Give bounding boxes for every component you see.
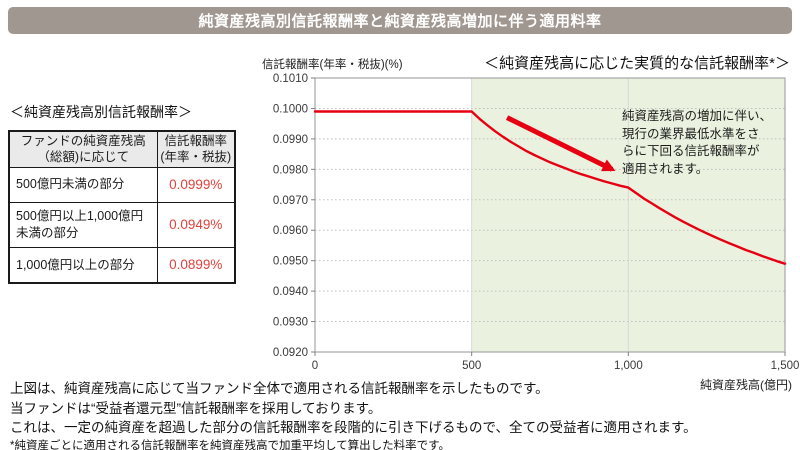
page-title-bar: 純資産残高別信託報酬率と純資産残高増加に伴う適用料率	[8, 7, 792, 34]
footer-line: これは、一定の純資産を超過した部分の信託報酬率を段階的に引き下げるもので、全ての…	[10, 420, 697, 435]
tier-label: 500億円未満の部分	[8, 166, 158, 203]
fee-table-header-label: ファンドの純資産残高 （総額)に応じて	[8, 130, 158, 168]
y-tick-label: 0.0950	[273, 256, 308, 268]
fee-table-header-row: ファンドの純資産残高 （総額)に応じて 信託報酬率 (年率・税抜)	[8, 130, 236, 168]
fee-table-header-value: 信託報酬率 (年率・税抜)	[156, 130, 236, 168]
tier-label: 1,000億円以上の部分	[8, 246, 158, 284]
tier-label: 500億円以上1,000億円 未満の部分	[8, 201, 158, 248]
table-row: 500億円以上1,000億円 未満の部分 0.0949%	[8, 201, 236, 248]
chart-annotation: 純資産残高の増加に伴い、 現行の業界最低水準をさ らに下回る信託報酬率が 適用さ…	[622, 109, 773, 176]
x-tick-label: 1,500	[771, 360, 800, 372]
footer-line: 上図は、純資産残高に応じて当ファンド全体で適用される信託報酬率を示したものです。	[10, 381, 549, 396]
chart-svg: 0.0920 0.0930 0.0940 0.0950 0.0960 0.0970 0.09…	[273, 73, 800, 372]
tier-rate: 0.0899%	[156, 246, 236, 284]
footer-notes: 上図は、純資産残高に応じて当ファンド全体で適用される信託報酬率を示したものです。…	[10, 379, 790, 450]
fee-table-title: ＜純資産残高別信託報酬率＞	[10, 104, 192, 120]
y-tick-label: 0.0940	[273, 286, 308, 298]
y-tick-label: 0.0970	[273, 195, 308, 207]
annotation-arrow	[505, 115, 616, 172]
x-tick-label: 0	[312, 360, 318, 372]
x-tick-label: 1,000	[614, 360, 643, 372]
tier-rate: 0.0999%	[156, 166, 236, 203]
tier-rate: 0.0949%	[156, 201, 236, 248]
x-axis-title: 純資産残高(億円)	[700, 378, 792, 392]
y-axis-title: 信託報酬率(年率・税抜)(%)	[262, 59, 403, 71]
page-title: 純資産残高別信託報酬率と純資産残高増加に伴う適用料率	[198, 13, 602, 30]
y-tick-label: 0.0930	[273, 317, 308, 329]
fee-rate-chart: 信託報酬率(年率・税抜)(%) ＜純資産残高に応じた実質的な信託報酬率*＞ 0.…	[255, 50, 800, 395]
y-tick-label: 0.1000	[273, 103, 308, 115]
y-tick-label: 0.0920	[273, 347, 308, 359]
y-tick-label: 0.1010	[273, 73, 308, 85]
y-tick-label: 0.0960	[273, 225, 308, 237]
y-tick-label: 0.0990	[273, 134, 308, 146]
fee-table: ファンドの純資産残高 （総額)に応じて 信託報酬率 (年率・税抜) 500億円未…	[8, 130, 236, 284]
table-row: 500億円未満の部分 0.0999%	[8, 166, 236, 203]
footer-line: 当ファンドは“受益者還元型”信託報酬率を採用しております。	[10, 400, 382, 416]
y-tick-label: 0.0980	[273, 164, 308, 176]
fee-rate-line	[313, 110, 787, 265]
plot-border	[314, 77, 786, 353]
chart-title: ＜純資産残高に応じた実質的な信託報酬率*＞	[484, 55, 790, 72]
table-row: 1,000億円以上の部分 0.0899%	[8, 246, 236, 284]
x-tick-label: 500	[462, 360, 481, 372]
footer-footnote: *純資産ごとに適用される信託報酬率を純資産残高で加重平均して算出した料率です。	[10, 439, 450, 450]
